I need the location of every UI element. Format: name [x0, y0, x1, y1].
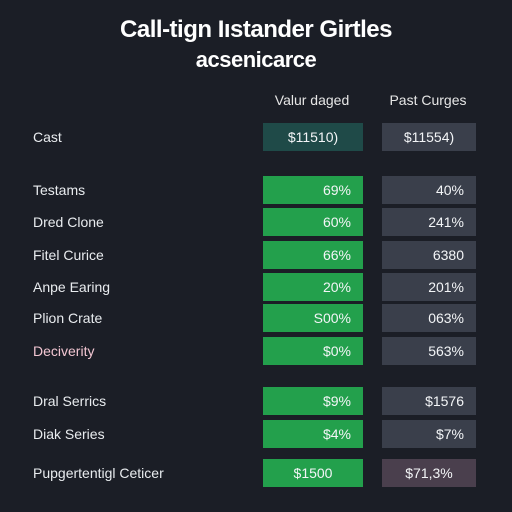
row-label: Anpe Earing: [33, 279, 111, 295]
value-cell: $4%: [263, 420, 363, 448]
table-row-diak-series: Diak Series $4% $7%: [0, 420, 512, 448]
past-cell: $71,3%: [382, 459, 476, 487]
row-label: Dred Clone: [33, 214, 104, 230]
past-cell: 063%: [382, 304, 476, 332]
column-header-value-daged: Valur daged: [274, 92, 350, 108]
value-cell: $9%: [263, 387, 363, 415]
row-label: Diak Series: [33, 426, 105, 442]
column-header-past-curges: Past Curges: [389, 92, 467, 108]
table-row-fitel-curice: Fitel Curice 66% 6380: [0, 241, 512, 269]
row-label: Cast: [33, 129, 62, 145]
table-row-pupgertentigl-ceticer: Pupgertentigl Ceticer $1500 $71,3%: [0, 459, 512, 487]
row-label: Fitel Curice: [33, 247, 104, 263]
row-label: Plion Crate: [33, 310, 103, 326]
row-label: Deciverity: [33, 343, 95, 359]
table-row-deciverity: Deciverity $0% 563%: [0, 337, 512, 365]
past-cell: 241%: [382, 208, 476, 236]
value-cell: S00%: [263, 304, 363, 332]
value-cell: $0%: [263, 337, 363, 365]
table-row-testams: Testams 69% 40%: [0, 176, 512, 204]
table-row-dral-serrics: Dral Serrics $9% $1576: [0, 387, 512, 415]
page-subtitle: acsenicarce: [195, 47, 317, 72]
table-row-cast: Cast $11510) $11554): [0, 123, 512, 151]
table-row-anpe-earing: Anpe Earing 20% 201%: [0, 273, 512, 301]
value-cell: 20%: [263, 273, 363, 301]
row-label: Dral Serrics: [33, 393, 107, 409]
row-label: Testams: [33, 182, 86, 198]
table-row-plion-crate: Plion Crate S00% 063%: [0, 304, 512, 332]
past-cell: 201%: [382, 273, 476, 301]
past-cell: $11554): [382, 123, 476, 151]
row-label: Pupgertentigl Ceticer: [33, 465, 164, 481]
value-cell: 60%: [263, 208, 363, 236]
page-title: Call-tign Iıstander Girtles: [120, 16, 392, 43]
past-cell: $7%: [382, 420, 476, 448]
table-row-dred-clone: Dred Clone 60% 241%: [0, 208, 512, 236]
past-cell: 563%: [382, 337, 476, 365]
value-cell: $1500: [263, 459, 363, 487]
value-cell: 66%: [263, 241, 363, 269]
past-cell: 6380: [382, 241, 476, 269]
value-cell: $11510): [263, 123, 363, 151]
past-cell: $1576: [382, 387, 476, 415]
value-cell: 69%: [263, 176, 363, 204]
past-cell: 40%: [382, 176, 476, 204]
